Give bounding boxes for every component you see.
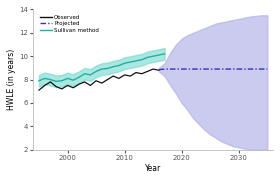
X-axis label: Year: Year	[145, 164, 161, 173]
Legend: Observed, Projected, Sullivan method: Observed, Projected, Sullivan method	[38, 14, 100, 34]
Y-axis label: HWLE (in years): HWLE (in years)	[7, 49, 16, 110]
